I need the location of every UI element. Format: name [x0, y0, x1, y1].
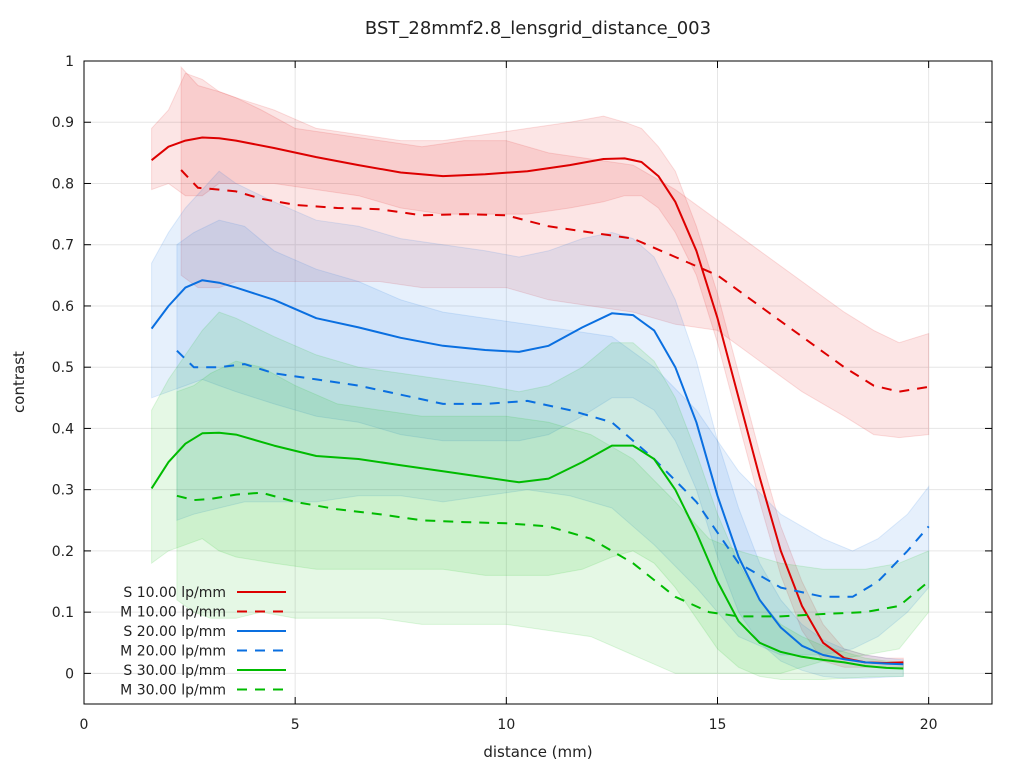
y-tick-label: 0.7 — [52, 238, 74, 254]
legend-label: M 20.00 lp/mm — [120, 644, 226, 660]
x-tick-label: 20 — [920, 717, 938, 733]
y-tick-label: 0.5 — [52, 360, 74, 376]
line-series-4 — [176, 349, 930, 598]
x-axis-label: distance (mm) — [483, 743, 592, 761]
y-axis-label: contrast — [10, 351, 28, 413]
series-lines — [150, 136, 930, 670]
x-tick-label: 5 — [291, 717, 300, 733]
legend: S 10.00 lp/mm M 10.00 lp/mm S 20.00 lp/mm M… — [120, 585, 286, 699]
band-series-3 — [151, 170, 904, 679]
band-series-2 — [180, 65, 930, 439]
y-tick-label: 0.8 — [52, 176, 74, 192]
x-tick-label: 10 — [497, 717, 515, 733]
plot-frame — [83, 60, 993, 705]
y-tick-label: 0.9 — [52, 115, 74, 131]
y-tick-label: 0 — [65, 666, 74, 682]
y-tick-label: 0.4 — [52, 421, 74, 437]
confidence-bands — [151, 65, 930, 680]
line-series-2 — [180, 169, 929, 393]
y-tick-label: 1 — [65, 54, 74, 70]
band-series-6 — [176, 360, 930, 674]
band-series-5 — [151, 311, 904, 680]
line-series-3 — [150, 279, 904, 666]
line-series-6 — [176, 491, 930, 618]
y-tick-label: 0.2 — [52, 544, 74, 560]
x-tick-label: 0 — [80, 717, 89, 733]
y-tick-label: 0.3 — [52, 483, 74, 499]
legend-label: S 20.00 lp/mm — [123, 624, 226, 640]
y-tick-label: 0.6 — [52, 299, 74, 315]
legend-label: S 30.00 lp/mm — [123, 663, 226, 679]
legend-label: S 10.00 lp/mm — [123, 585, 226, 601]
chart-title: BST_28mmf2.8_lensgrid_distance_003 — [365, 18, 711, 39]
band-series-1 — [151, 72, 904, 668]
legend-label: M 30.00 lp/mm — [120, 683, 226, 699]
axis-ticks: 00.10.20.30.40.50.60.70.80.910 5 10 15 20 — [52, 54, 992, 733]
legend-label: M 10.00 lp/mm — [120, 605, 226, 621]
line-series-5 — [150, 431, 904, 670]
y-tick-label: 0.1 — [52, 605, 74, 621]
line-series-1 — [150, 136, 904, 664]
x-tick-label: 15 — [709, 717, 727, 733]
